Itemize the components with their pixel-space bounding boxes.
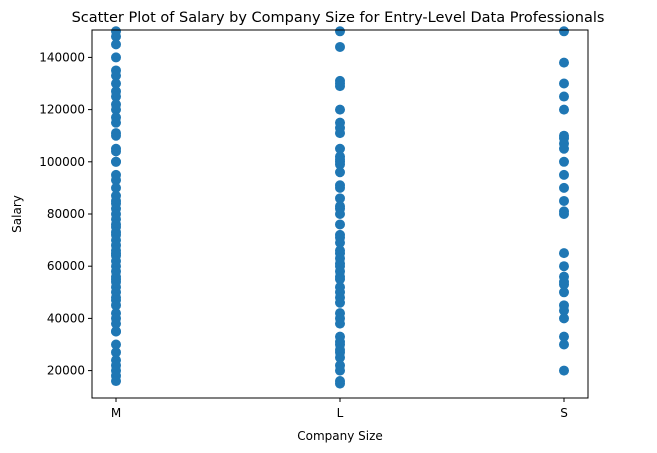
data-point-S-16 [559, 261, 569, 272]
data-point-M-1 [111, 31, 121, 42]
data-point-L-20 [335, 209, 345, 219]
data-point-M-6 [111, 78, 121, 89]
data-point-L-13 [335, 159, 345, 170]
data-point-L-1 [335, 41, 345, 52]
data-point-M-47 [111, 300, 121, 311]
y-axis-label: Salary [10, 195, 24, 233]
data-point-L-0 [335, 26, 345, 37]
y-tick-label: 20000 [47, 364, 85, 378]
data-point-L-47 [335, 365, 345, 376]
data-point-S-10 [559, 169, 569, 180]
x-tick-label: M [111, 406, 121, 420]
data-point-L-5 [335, 104, 345, 115]
data-point-L-17 [335, 193, 345, 204]
data-point-L-21 [335, 219, 345, 230]
data-point-S-23 [559, 313, 569, 324]
data-point-L-49 [335, 378, 345, 389]
x-tick-label: L [337, 406, 344, 420]
data-point-S-9 [559, 156, 569, 167]
data-point-S-0 [559, 26, 569, 37]
data-point-S-3 [559, 91, 569, 102]
data-point-M-12 [111, 117, 121, 128]
data-point-M-3 [111, 52, 121, 63]
data-point-M-8 [111, 91, 121, 102]
y-tick-label: 40000 [47, 311, 85, 325]
chart-title: Scatter Plot of Salary by Company Size f… [72, 10, 605, 26]
data-point-S-11 [559, 182, 569, 193]
data-point-L-16 [335, 182, 345, 193]
data-point-S-24 [559, 331, 569, 342]
data-point-S-22 [559, 305, 569, 316]
data-point-S-19 [559, 279, 569, 290]
data-point-M-14 [111, 130, 121, 141]
y-tick-label: 60000 [47, 259, 85, 273]
data-point-M-50 [111, 318, 121, 329]
y-tick-label: 80000 [47, 207, 85, 221]
data-points [111, 26, 569, 389]
data-point-S-14 [559, 209, 569, 219]
data-point-S-2 [559, 78, 569, 89]
data-point-M-54 [111, 347, 121, 358]
data-point-M-5 [111, 70, 121, 81]
data-point-L-14 [335, 167, 345, 178]
data-point-S-15 [559, 248, 569, 259]
data-point-L-4 [335, 81, 345, 92]
data-point-M-2 [111, 39, 121, 50]
data-point-M-53 [111, 339, 121, 350]
y-axis-ticks: 20000 40000 60000 80000 100000 120000 140000 [39, 50, 92, 378]
data-point-S-1 [559, 57, 569, 68]
data-point-L-9 [335, 143, 345, 154]
data-point-M-59 [111, 376, 121, 387]
x-axis-label: Company Size [297, 429, 383, 443]
data-point-L-39 [335, 318, 345, 329]
data-point-L-36 [335, 297, 345, 308]
data-point-M-16 [111, 146, 121, 157]
y-tick-label: 120000 [39, 103, 85, 117]
data-point-M-21 [111, 182, 121, 193]
data-point-S-26 [559, 365, 569, 376]
data-point-L-32 [335, 274, 345, 285]
data-point-S-4 [559, 104, 569, 115]
data-point-L-8 [335, 128, 345, 139]
data-point-S-20 [559, 287, 569, 298]
data-point-S-12 [559, 195, 569, 206]
data-point-M-20 [111, 175, 121, 186]
data-point-S-25 [559, 339, 569, 350]
data-point-L-45 [335, 352, 345, 363]
data-point-M-18 [111, 156, 121, 167]
data-point-L-24 [335, 237, 345, 248]
x-tick-label: S [560, 406, 568, 420]
data-point-M-52 [111, 326, 121, 337]
y-tick-label: 140000 [39, 50, 85, 64]
data-point-M-10 [111, 104, 121, 115]
data-point-S-8 [559, 143, 569, 154]
y-tick-label: 100000 [39, 155, 85, 169]
